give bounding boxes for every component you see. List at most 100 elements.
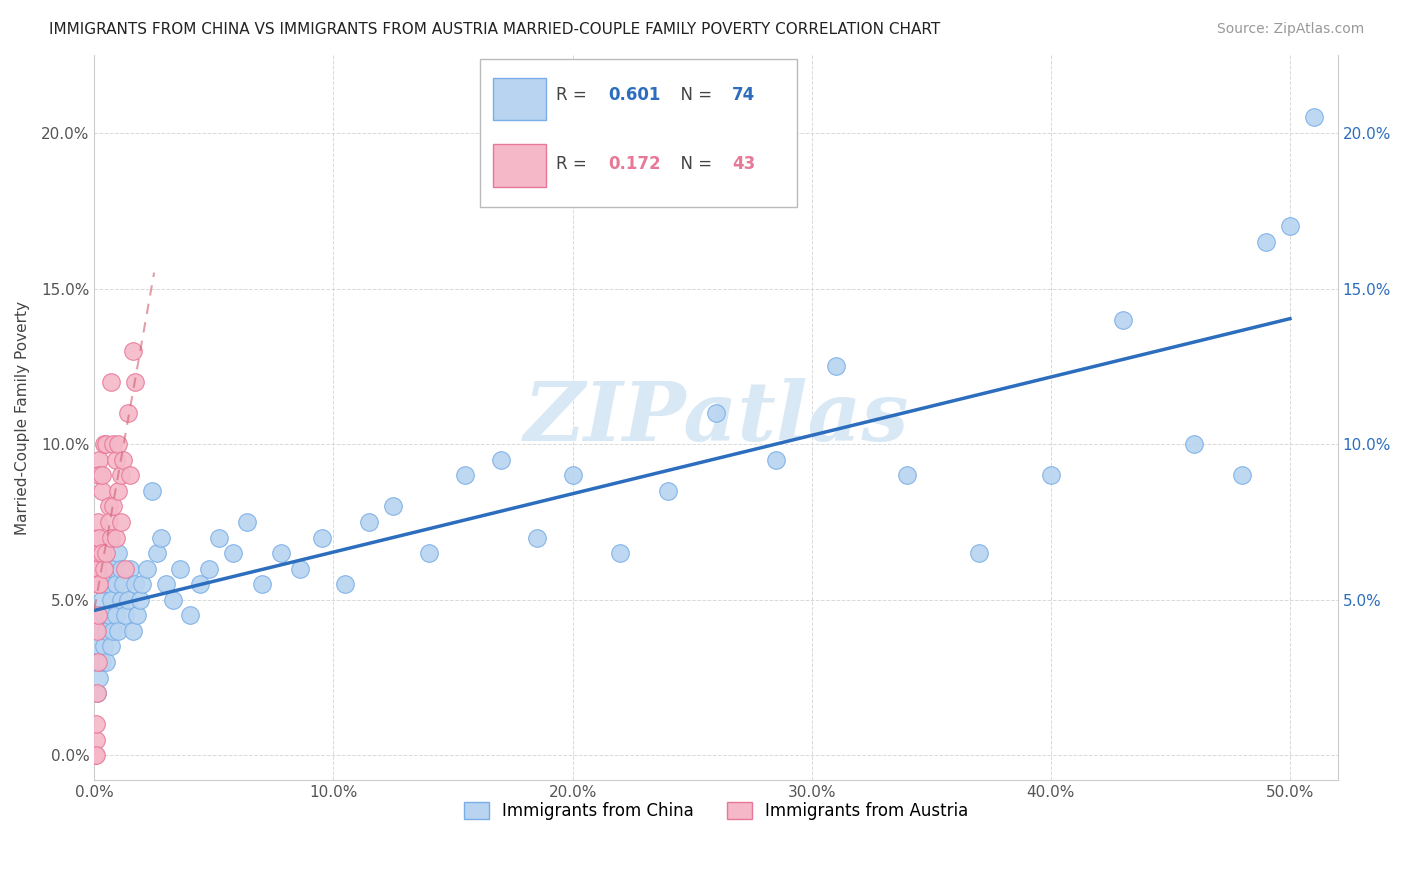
Point xyxy=(110,592,132,607)
Point xyxy=(127,608,149,623)
Point xyxy=(162,592,184,607)
FancyBboxPatch shape xyxy=(494,78,546,120)
Text: Source: ZipAtlas.com: Source: ZipAtlas.com xyxy=(1216,22,1364,37)
Point xyxy=(117,592,139,607)
Point xyxy=(103,437,125,451)
Point xyxy=(100,375,122,389)
Point xyxy=(87,515,110,529)
Text: 0.601: 0.601 xyxy=(607,86,661,104)
Point xyxy=(131,577,153,591)
Point xyxy=(124,577,146,591)
Point xyxy=(107,483,129,498)
Point xyxy=(84,748,107,763)
Point xyxy=(89,468,111,483)
Point xyxy=(86,562,108,576)
Point xyxy=(107,437,129,451)
Point xyxy=(93,562,115,576)
Point xyxy=(107,624,129,638)
Point xyxy=(114,608,136,623)
Point xyxy=(93,577,115,591)
Point xyxy=(1278,219,1301,234)
Point xyxy=(250,577,273,591)
Point xyxy=(86,624,108,638)
Point xyxy=(97,577,120,591)
Point xyxy=(145,546,167,560)
Y-axis label: Married-Couple Family Poverty: Married-Couple Family Poverty xyxy=(15,301,30,534)
Point xyxy=(90,483,112,498)
Text: R =: R = xyxy=(555,155,592,173)
Point xyxy=(112,452,135,467)
Point xyxy=(198,562,221,576)
Point xyxy=(141,483,163,498)
Point xyxy=(765,452,787,467)
Point xyxy=(704,406,727,420)
Point xyxy=(84,748,107,763)
Point xyxy=(967,546,990,560)
Point xyxy=(824,359,846,374)
Point xyxy=(90,624,112,638)
Point xyxy=(896,468,918,483)
Point xyxy=(1302,111,1324,125)
Point xyxy=(97,515,120,529)
Point xyxy=(93,608,115,623)
Point xyxy=(270,546,292,560)
Text: IMMIGRANTS FROM CHINA VS IMMIGRANTS FROM AUSTRIA MARRIED-COUPLE FAMILY POVERTY C: IMMIGRANTS FROM CHINA VS IMMIGRANTS FROM… xyxy=(49,22,941,37)
Point xyxy=(96,562,118,576)
Point xyxy=(561,468,583,483)
Point xyxy=(150,531,173,545)
Point xyxy=(382,500,405,514)
Point xyxy=(110,468,132,483)
Point xyxy=(90,546,112,560)
Point xyxy=(121,343,143,358)
Point xyxy=(359,515,381,529)
Point xyxy=(128,592,150,607)
Point xyxy=(87,577,110,591)
Text: N =: N = xyxy=(671,86,717,104)
FancyBboxPatch shape xyxy=(479,59,797,208)
Point xyxy=(87,577,110,591)
Point xyxy=(104,608,127,623)
Legend: Immigrants from China, Immigrants from Austria: Immigrants from China, Immigrants from A… xyxy=(457,795,976,826)
Point xyxy=(188,577,211,591)
Text: 74: 74 xyxy=(733,86,755,104)
Point xyxy=(86,562,108,576)
Point xyxy=(86,655,108,669)
Point xyxy=(84,732,107,747)
Point xyxy=(100,640,122,654)
Point xyxy=(222,546,245,560)
Text: R =: R = xyxy=(555,86,592,104)
Point xyxy=(418,546,440,560)
Point xyxy=(120,562,142,576)
Point xyxy=(335,577,357,591)
Point xyxy=(110,562,132,576)
Point xyxy=(86,686,108,700)
Point xyxy=(103,562,125,576)
Point xyxy=(124,375,146,389)
Point xyxy=(89,640,111,654)
Point xyxy=(93,640,115,654)
Point xyxy=(96,437,118,451)
Point xyxy=(1111,312,1133,326)
Point xyxy=(117,406,139,420)
Point xyxy=(89,452,111,467)
Point xyxy=(169,562,191,576)
Point xyxy=(208,531,231,545)
Point xyxy=(1254,235,1277,249)
Point xyxy=(96,546,118,560)
Point xyxy=(288,562,311,576)
Point xyxy=(86,686,108,700)
Point xyxy=(114,562,136,576)
Point xyxy=(657,483,679,498)
Point xyxy=(1230,468,1253,483)
Point xyxy=(100,531,122,545)
Point xyxy=(87,608,110,623)
Text: N =: N = xyxy=(671,155,717,173)
Point xyxy=(120,468,142,483)
Point xyxy=(179,608,201,623)
Point xyxy=(96,624,118,638)
Point xyxy=(609,546,631,560)
Point xyxy=(93,437,115,451)
Point xyxy=(87,546,110,560)
Point xyxy=(112,577,135,591)
Point xyxy=(100,592,122,607)
